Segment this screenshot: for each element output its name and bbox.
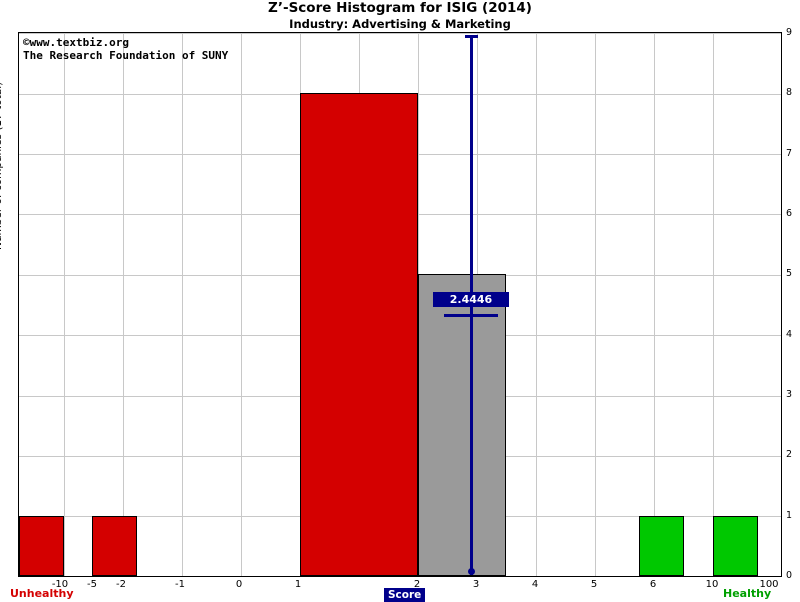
bar-bin-2 (418, 274, 506, 576)
x-tick: 3 (472, 579, 480, 590)
x-tick: 5 (590, 579, 598, 590)
gridline-vertical (241, 33, 242, 576)
x-tick: -2 (116, 579, 126, 590)
y-tick: 4 (786, 329, 793, 340)
y-tick: 6 (786, 208, 793, 219)
score-marker-cap-under (444, 314, 498, 317)
x-tick: 0 (235, 579, 243, 590)
bar-bin-5 (639, 515, 684, 576)
y-tick: 9 (786, 27, 793, 38)
score-marker-dot (468, 568, 475, 575)
x-tick: 100 (759, 579, 779, 590)
gridline-vertical (536, 33, 537, 576)
x-tick: 10 (705, 579, 719, 590)
bar-bin-1 (300, 93, 418, 576)
gridline-vertical (123, 33, 124, 576)
bar-bin-10 (713, 515, 758, 576)
unhealthy-label: Unhealthy (10, 587, 74, 600)
x-tick: 4 (531, 579, 539, 590)
gridline-vertical (713, 33, 714, 576)
watermark-line1: ©www.textbiz.org (23, 36, 129, 49)
plot-area: 2.4446 ©www.textbiz.org The Research Fou… (18, 32, 782, 577)
healthy-label: Healthy (723, 587, 772, 600)
x-tick: 2 (413, 579, 421, 590)
gridline-vertical (64, 33, 65, 576)
x-tick: 1 (294, 579, 302, 590)
y-tick: 5 (786, 268, 793, 279)
gridline-horizontal (19, 33, 781, 35)
y-tick: 2 (786, 449, 793, 460)
x-tick: -1 (175, 579, 185, 590)
y-tick: 8 (786, 87, 793, 98)
chart-title: Z’-Score Histogram for ISIG (2014) (268, 0, 532, 16)
gridline-vertical (595, 33, 596, 576)
x-tick: -5 (87, 579, 97, 590)
y-tick: 3 (786, 389, 793, 400)
bar-bin--5 (92, 515, 137, 576)
x-tick: 6 (649, 579, 657, 590)
y-axis-label: Number of companies (17 total) (0, 81, 4, 250)
score-marker-cap-top (465, 35, 478, 38)
y-tick: 7 (786, 148, 793, 159)
x-axis-label: Score (384, 588, 426, 602)
x-tick: -10 (51, 579, 69, 590)
watermark-line2: The Research Foundation of SUNY (23, 49, 229, 62)
score-marker-value: 2.4446 (433, 292, 509, 307)
gridline-vertical (654, 33, 655, 576)
gridline-vertical (182, 33, 183, 576)
bar-bin--10 (19, 515, 64, 576)
y-tick: 1 (786, 510, 793, 521)
chart-subtitle: Industry: Advertising & Marketing (289, 17, 511, 31)
y-tick: 0 (786, 570, 793, 581)
